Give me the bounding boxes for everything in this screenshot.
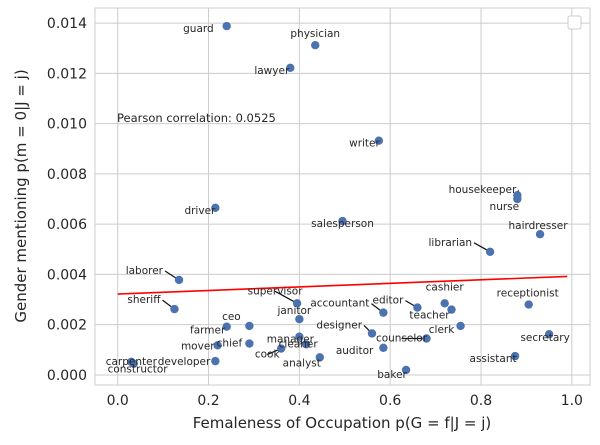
plot-frame bbox=[94, 7, 591, 386]
point-lawyer bbox=[286, 63, 295, 73]
label-librarian: librarian bbox=[429, 237, 473, 249]
legend-box bbox=[567, 15, 582, 30]
pearson-annotation: Pearson correlation: 0.0525 bbox=[117, 111, 276, 125]
plot-area bbox=[95, 8, 590, 385]
y-tick-label: 0.008 bbox=[47, 167, 87, 183]
label-cleaner: cleaner bbox=[279, 338, 319, 350]
x-tick-label: 0.8 bbox=[470, 393, 492, 409]
data-points bbox=[127, 21, 554, 375]
label-farmer: farmer bbox=[190, 325, 226, 337]
label-supervisor: supervisor bbox=[248, 285, 304, 297]
x-tick-label: 1.0 bbox=[561, 393, 583, 409]
label-carpenter: carpenter bbox=[106, 356, 158, 368]
label-chief: chief bbox=[217, 338, 243, 350]
label-auditor: auditor bbox=[336, 345, 374, 357]
label-writer: writer bbox=[349, 138, 380, 150]
point-receptionist bbox=[524, 300, 533, 309]
x-tick-label: 0.4 bbox=[288, 393, 310, 409]
label-janitor: janitor bbox=[276, 305, 311, 317]
point-counselor bbox=[422, 334, 431, 343]
label-housekeeper: housekeeper bbox=[449, 184, 517, 196]
x-tick-label: 0.0 bbox=[107, 393, 129, 409]
label-teacher: teacher bbox=[409, 310, 450, 322]
point-sheriff bbox=[170, 304, 179, 314]
label-physician: physician bbox=[290, 28, 340, 40]
label-mover: mover bbox=[181, 340, 215, 352]
label-analyst: analyst bbox=[283, 357, 321, 369]
point-guard bbox=[222, 21, 231, 31]
point-constructor bbox=[129, 359, 138, 368]
label-guard: guard bbox=[183, 23, 214, 35]
point-auditor bbox=[379, 343, 388, 353]
label-driver: driver bbox=[184, 205, 216, 217]
trend-line bbox=[117, 275, 568, 295]
x-tick-labels: 0.0 0.2 0.4 0.6 0.8 1.0 bbox=[107, 393, 583, 409]
point-hairdresser bbox=[535, 230, 545, 239]
label-cook: cook bbox=[255, 349, 281, 361]
point-driver bbox=[211, 203, 220, 213]
label-cashier: cashier bbox=[426, 281, 465, 293]
point-physician bbox=[311, 40, 320, 50]
label-constructor: constructor bbox=[108, 364, 169, 376]
label-laborer: laborer bbox=[126, 265, 164, 277]
point-labels: guard physician lawyer writer housekeeper nur… bbox=[106, 23, 570, 381]
label-lawyer: lawyer bbox=[254, 65, 290, 77]
y-tick-label: 0.010 bbox=[47, 117, 87, 133]
point-chief bbox=[245, 339, 254, 348]
point-ceo bbox=[245, 321, 254, 331]
label-designer: designer bbox=[316, 319, 362, 331]
label-nurse: nurse bbox=[490, 201, 520, 213]
label-manager: manager bbox=[267, 334, 315, 346]
point-salesperson bbox=[338, 216, 347, 226]
x-gridlines bbox=[117, 8, 573, 385]
y-tick-label: 0.004 bbox=[47, 267, 87, 283]
point-nurse bbox=[513, 194, 522, 204]
y-tick-label: 0.014 bbox=[47, 16, 87, 32]
label-counselor: counselor bbox=[376, 333, 428, 345]
label-editor: editor bbox=[373, 295, 405, 307]
point-teacher bbox=[447, 305, 456, 314]
point-accountant bbox=[379, 308, 388, 317]
point-farmer bbox=[222, 322, 231, 331]
label-hairdresser: hairdresser bbox=[509, 220, 569, 232]
point-developer bbox=[211, 356, 220, 366]
point-mover bbox=[213, 341, 222, 350]
x-tick-label: 0.2 bbox=[197, 393, 219, 409]
label-secretary: secretary bbox=[520, 332, 569, 344]
point-manager bbox=[295, 332, 304, 341]
label-assistant: assistant bbox=[470, 353, 517, 365]
point-librarian bbox=[485, 247, 495, 256]
point-cook bbox=[276, 344, 286, 353]
point-clerk bbox=[456, 321, 465, 331]
label-baker: baker bbox=[377, 369, 407, 381]
x-axis-title: Femaleness of Occupation p(G = f|J = j) bbox=[193, 414, 492, 432]
point-baker bbox=[401, 365, 411, 375]
point-writer bbox=[374, 136, 384, 145]
x-tick-label: 0.6 bbox=[379, 393, 401, 409]
y-tick-label: 0.002 bbox=[47, 318, 87, 334]
label-clerk: clerk bbox=[429, 324, 455, 336]
point-assistant bbox=[510, 351, 520, 361]
point-cashier bbox=[440, 299, 449, 308]
point-secretary bbox=[544, 330, 554, 339]
point-analyst bbox=[315, 353, 324, 362]
y-tick-labels: 0.000 0.002 0.004 0.006 0.008 0.010 0.012 0.014 bbox=[47, 16, 87, 384]
y-tick-label: 0.000 bbox=[47, 368, 87, 384]
point-janitor bbox=[295, 314, 304, 324]
point-supervisor bbox=[292, 299, 302, 308]
label-accountant: accountant bbox=[310, 298, 369, 310]
point-laborer bbox=[174, 275, 184, 285]
y-tick-label: 0.006 bbox=[47, 217, 87, 233]
point-designer bbox=[367, 329, 377, 338]
point-editor bbox=[413, 303, 422, 312]
label-receptionist: receptionist bbox=[497, 288, 559, 300]
label-salesperson: salesperson bbox=[311, 218, 374, 230]
point-cleaner bbox=[301, 340, 311, 349]
y-tick-label: 0.012 bbox=[47, 66, 87, 82]
label-sheriff: sheriff bbox=[127, 294, 161, 306]
label-developer: developer bbox=[158, 356, 211, 368]
y-axis-title: Gender mentioning p(m = 0|J = j) bbox=[12, 69, 30, 322]
label-ceo: ceo bbox=[222, 311, 241, 323]
